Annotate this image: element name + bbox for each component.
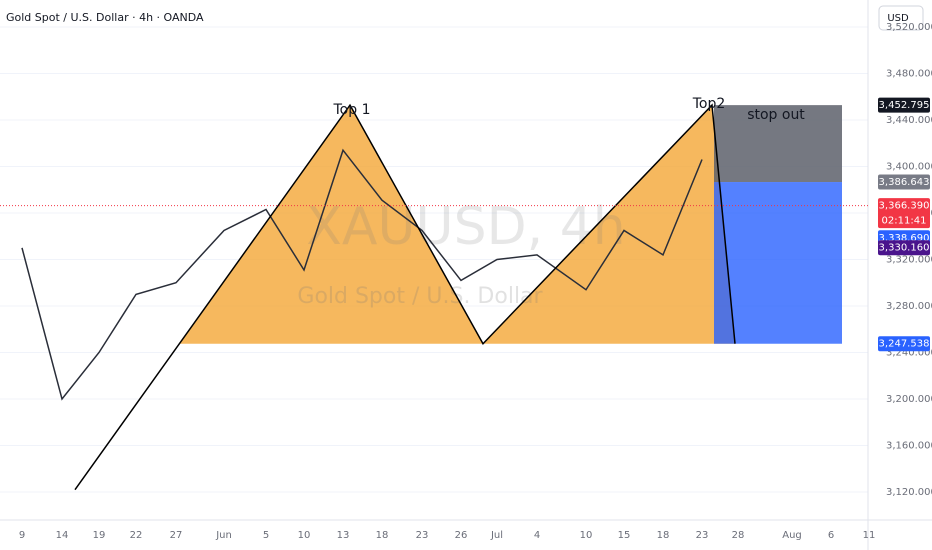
price-line [21, 148, 703, 401]
y-tick-label: 3,520.000 [886, 22, 932, 33]
price-label: 3,247.538 [879, 339, 930, 350]
y-tick-label: 3,400.000 [886, 162, 932, 173]
x-tick-label: 15 [618, 530, 631, 541]
x-tick-label: 18 [657, 530, 670, 541]
y-tick-label: 3,200.000 [886, 394, 932, 405]
price-label: 3,330.160 [879, 243, 930, 254]
x-tick-label: 10 [580, 530, 593, 541]
price-label-box [878, 240, 930, 256]
currency[interactable]: USD [887, 13, 909, 24]
price-label: 3,338.690 [879, 233, 930, 244]
y-tick-label: 3,280.000 [886, 301, 932, 312]
x-tick-label: 18 [376, 530, 389, 541]
currency-button[interactable] [878, 5, 924, 31]
chart-title: Gold Spot / U.S. Dollar · 4h · OANDA [6, 11, 204, 24]
x-tick-label: 19 [93, 530, 106, 541]
pattern-line [74, 103, 736, 491]
y-tick-label: 3,440.000 [886, 115, 932, 126]
annotation: Top 1 [333, 102, 371, 118]
x-tick-label: 23 [416, 530, 429, 541]
x-tick-label: 22 [130, 530, 143, 541]
price-label: 3,452.795 [879, 100, 930, 111]
x-tick-label: 4 [534, 530, 540, 541]
price-label: 3,386.643 [879, 177, 930, 188]
price-label: 3,366.390 [879, 201, 930, 212]
countdown: 02:11:41 [882, 216, 927, 227]
x-tick-label: Aug [782, 530, 802, 541]
x-tick-label: 10 [298, 530, 311, 541]
x-tick-label: 11 [863, 530, 876, 541]
x-tick-label: 23 [696, 530, 709, 541]
x-tick-label: 14 [56, 530, 69, 541]
annotation: Top2 [692, 96, 726, 112]
watermark: XAUUSD, 4h [306, 197, 625, 257]
x-tick-label: 13 [337, 530, 350, 541]
x-tick-label: 27 [170, 530, 183, 541]
x-tick-label: 28 [732, 530, 745, 541]
target-box [714, 182, 842, 344]
x-tick-label: Jun [215, 530, 232, 541]
annotation: stop out [747, 107, 805, 123]
x-tick-label: 26 [455, 530, 468, 541]
x-tick-label: 5 [263, 530, 269, 541]
watermark-subtitle: Gold Spot / U.S. Dollar [297, 284, 543, 309]
y-tick-label: 3,320.000 [886, 255, 932, 266]
y-tick-label: 3,480.000 [886, 69, 932, 80]
x-tick-label: Jul [490, 530, 503, 541]
price-label-box [878, 198, 930, 229]
stop-box [714, 105, 842, 183]
pattern-fill [483, 105, 735, 344]
x-tick-label: 6 [828, 530, 834, 541]
x-tick-label: 9 [19, 530, 25, 541]
y-tick-label: 3,240.000 [886, 348, 932, 359]
price-label-box [878, 336, 930, 352]
price-label-box [878, 174, 930, 190]
pattern-fill [179, 105, 483, 344]
y-tick-label: 3,120.000 [886, 487, 932, 498]
y-tick-label: 3,160.000 [886, 441, 932, 452]
price-label-box [878, 97, 930, 113]
